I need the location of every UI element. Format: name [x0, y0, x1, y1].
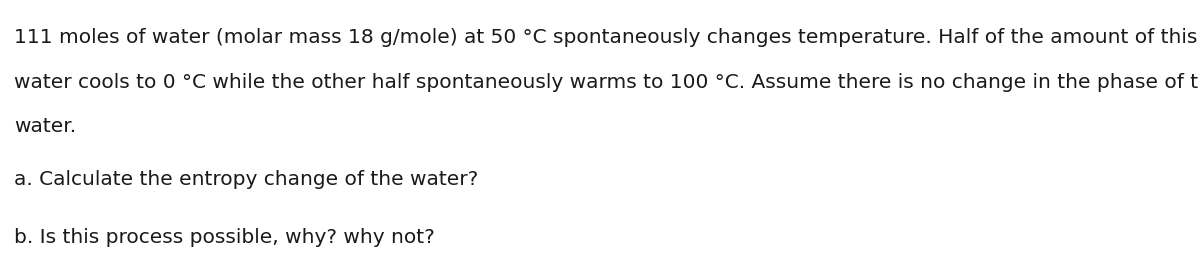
Text: water cools to 0 °C while the other half spontaneously warms to 100 °C. Assume t: water cools to 0 °C while the other half… [14, 73, 1200, 92]
Text: water.: water. [14, 117, 77, 136]
Text: b. Is this process possible, why? why not?: b. Is this process possible, why? why no… [14, 228, 436, 247]
Text: 111 moles of water (molar mass 18 g/mole) at 50 °C spontaneously changes tempera: 111 moles of water (molar mass 18 g/mole… [14, 28, 1198, 47]
Text: a. Calculate the entropy change of the water?: a. Calculate the entropy change of the w… [14, 170, 479, 189]
